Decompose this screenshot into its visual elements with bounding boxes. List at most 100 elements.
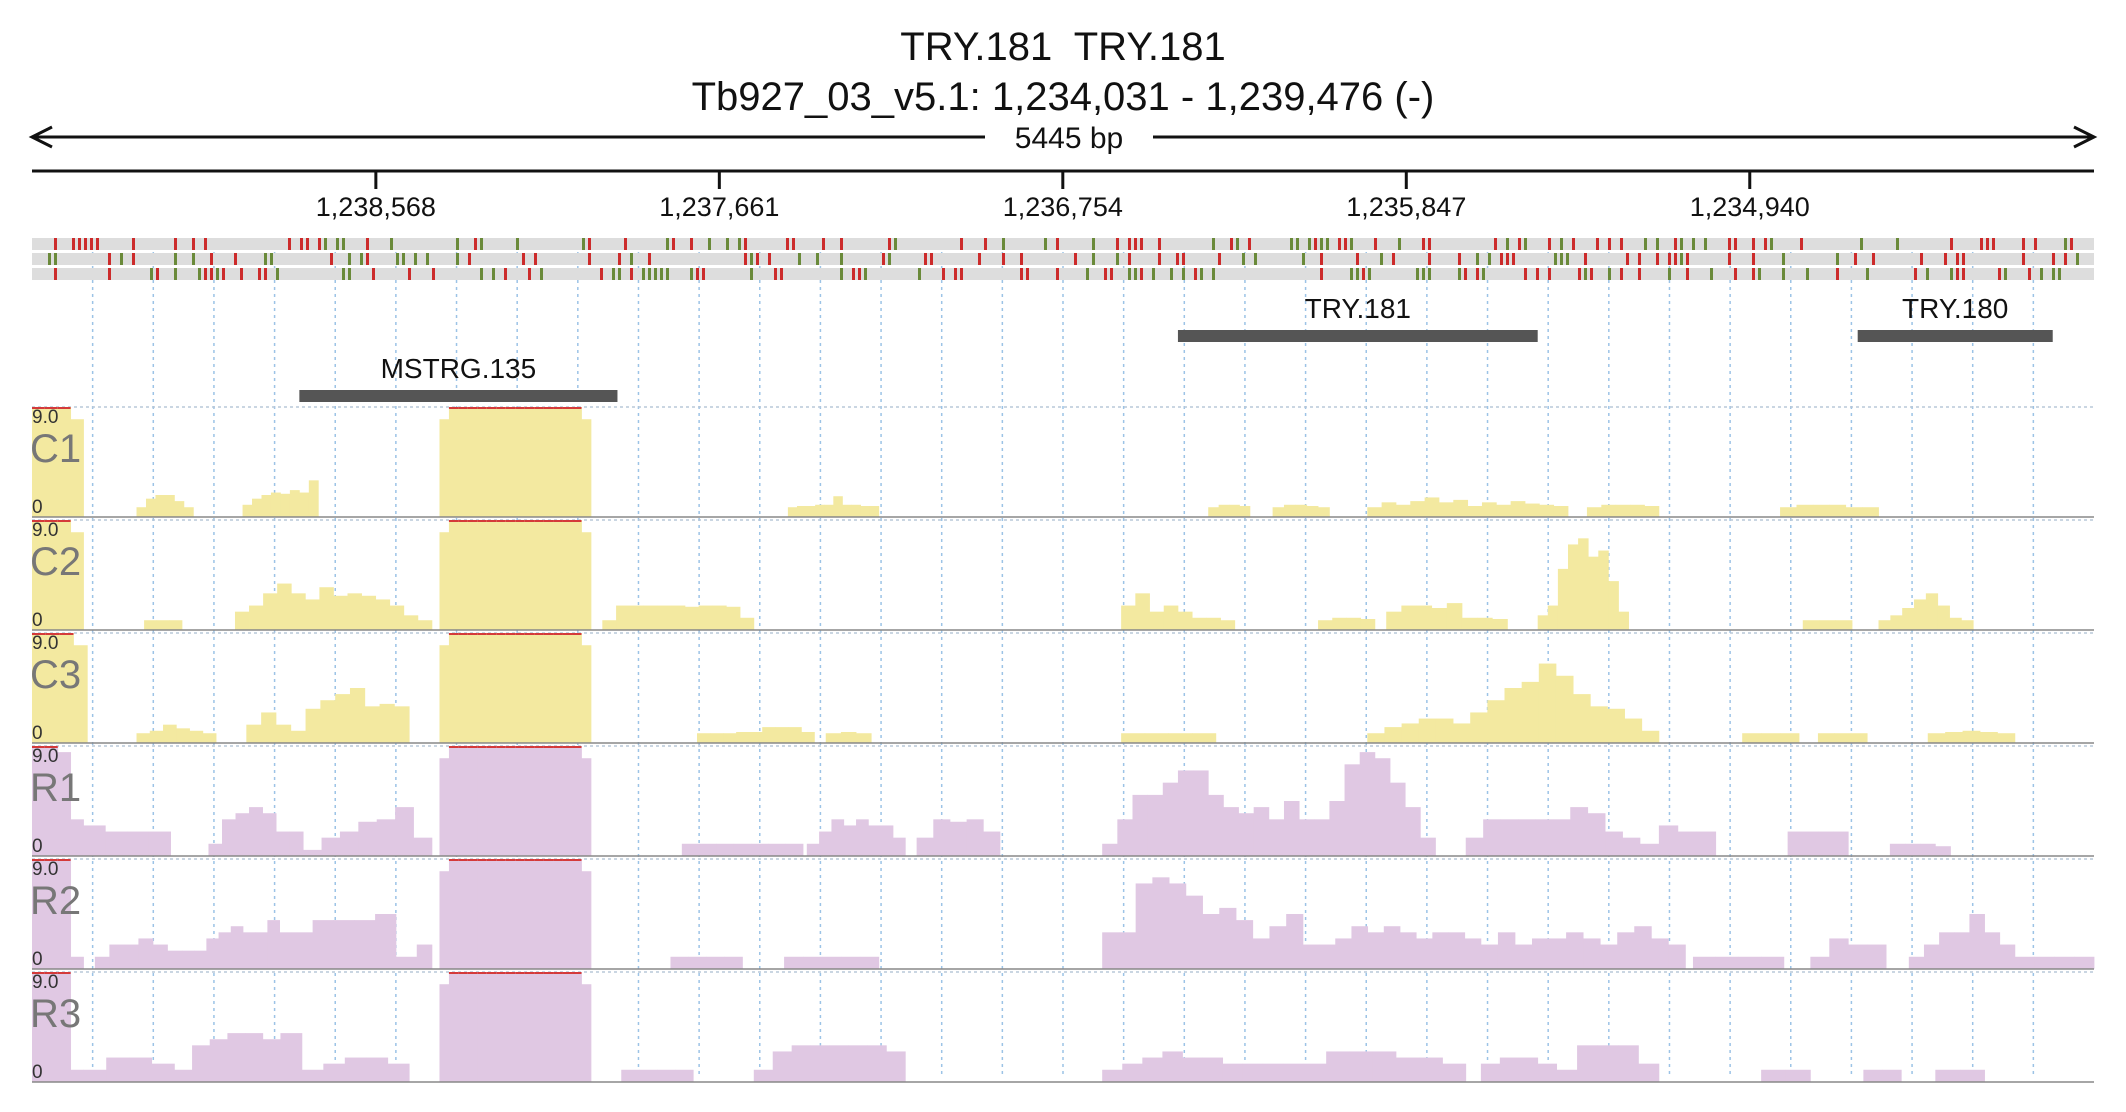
coverage-bar — [819, 831, 832, 856]
coverage-bar — [1219, 907, 1237, 969]
coverage-bar — [1535, 819, 1554, 856]
coverage-bar — [1372, 1051, 1397, 1082]
coverage-bar — [1416, 938, 1433, 969]
variant-mark — [1056, 268, 1059, 280]
coverage-bar — [1117, 819, 1133, 856]
variant-mark — [1686, 253, 1689, 265]
variant-mark — [1128, 253, 1131, 265]
variant-mark — [750, 268, 753, 280]
variant-mark — [954, 268, 957, 280]
coverage-bar — [277, 583, 292, 630]
coverage-bar — [1162, 782, 1179, 856]
variant-mark — [618, 268, 621, 280]
coverage-bar — [1573, 694, 1591, 743]
coverage-bar — [505, 972, 516, 1082]
variant-mark — [1590, 268, 1593, 280]
coverage-bar — [1367, 733, 1385, 743]
variant-mark — [1428, 238, 1431, 250]
variant-mark — [504, 268, 507, 280]
coverage-bar — [1715, 956, 1739, 969]
variant-mark — [612, 268, 615, 280]
variant-mark — [1734, 268, 1737, 280]
variant-mark — [1074, 253, 1077, 265]
coverage-bar — [486, 859, 497, 969]
coverage-bar — [267, 920, 280, 969]
coverage-bar — [1163, 605, 1179, 630]
coverage-bar — [1432, 932, 1449, 969]
coverage-bar — [1696, 831, 1717, 856]
variant-mark — [1620, 238, 1623, 250]
coverage-bar — [364, 706, 380, 743]
variant-mark — [618, 253, 621, 265]
variant-mark — [324, 238, 327, 250]
coverage-bar — [1549, 938, 1567, 969]
variant-mark — [822, 238, 825, 250]
coverage-bar — [448, 746, 459, 856]
coverage-bar — [1834, 733, 1852, 743]
coverage-bar — [1588, 556, 1599, 630]
coverage-bar — [1223, 807, 1239, 856]
coverage-bar — [202, 733, 217, 743]
coverage-bar — [1742, 733, 1762, 743]
variant-mark — [1524, 268, 1527, 280]
coverage-bar — [1802, 831, 1819, 856]
variant-mark — [690, 238, 693, 250]
variant-mark — [1548, 268, 1551, 280]
coverage-track-c1: C19.0 0 — [30, 406, 2094, 518]
variant-mark — [2064, 238, 2067, 250]
variant-mark — [288, 238, 291, 250]
variant-mark — [2076, 253, 2079, 265]
coverage-bar — [1144, 733, 1169, 743]
variant-mark — [924, 253, 927, 265]
coverage-bar — [1780, 733, 1800, 743]
variant-mark — [174, 268, 177, 280]
coverage-bar — [496, 520, 507, 630]
variant-mark — [402, 253, 405, 265]
coverage-bar — [1218, 504, 1230, 517]
coverage-bar — [1102, 1069, 1123, 1082]
y-max-label: 9.0 — [32, 972, 58, 993]
coverage-bar — [868, 825, 882, 856]
coverage-bar — [1566, 932, 1584, 969]
coverage-bar — [45, 633, 61, 743]
variant-mark — [1134, 268, 1137, 280]
variant-mark — [1242, 253, 1245, 265]
coverage-bar — [1344, 764, 1361, 856]
coverage-bar — [106, 1057, 130, 1082]
variant-mark — [1152, 268, 1155, 280]
coverage-bar — [1496, 504, 1512, 517]
coverage-bar — [1761, 956, 1785, 969]
coverage-bar — [395, 807, 414, 856]
coverage-bar — [308, 480, 319, 517]
coverage-bar — [1418, 718, 1437, 743]
coverage-bar — [1302, 1063, 1327, 1082]
variant-row-2 — [32, 253, 2094, 265]
coverage-bar — [1202, 1057, 1224, 1082]
coverage-bar — [1935, 846, 1951, 856]
coverage-bar — [70, 1069, 84, 1082]
variant-mark — [1086, 268, 1089, 280]
coverage-bar — [448, 633, 459, 743]
coverage-bar — [1882, 1069, 1902, 1082]
coverage-bar — [242, 932, 256, 969]
coverage-bar — [1102, 843, 1118, 856]
coverage-bar — [801, 732, 815, 743]
gene-bar-3 — [1857, 330, 2053, 342]
variant-mark — [690, 268, 693, 280]
variant-mark — [744, 253, 747, 265]
coverage-bar — [1395, 1057, 1420, 1082]
coverage-bar — [305, 599, 320, 630]
variant-mark — [1344, 238, 1347, 250]
variant-mark — [840, 268, 843, 280]
span-ruler: 5445 bp — [28, 122, 2098, 155]
variant-mark — [204, 268, 207, 280]
coverage-bar — [242, 504, 253, 517]
coverage-bar — [1169, 883, 1187, 969]
track-name-r3: R3 — [30, 992, 81, 1036]
variant-mark — [1644, 238, 1647, 250]
coverage-bar — [562, 407, 573, 517]
coverage-bar — [1923, 944, 1940, 969]
variant-mark — [1782, 253, 1785, 265]
variant-mark — [1638, 253, 1641, 265]
coverage-bar — [1360, 619, 1376, 630]
